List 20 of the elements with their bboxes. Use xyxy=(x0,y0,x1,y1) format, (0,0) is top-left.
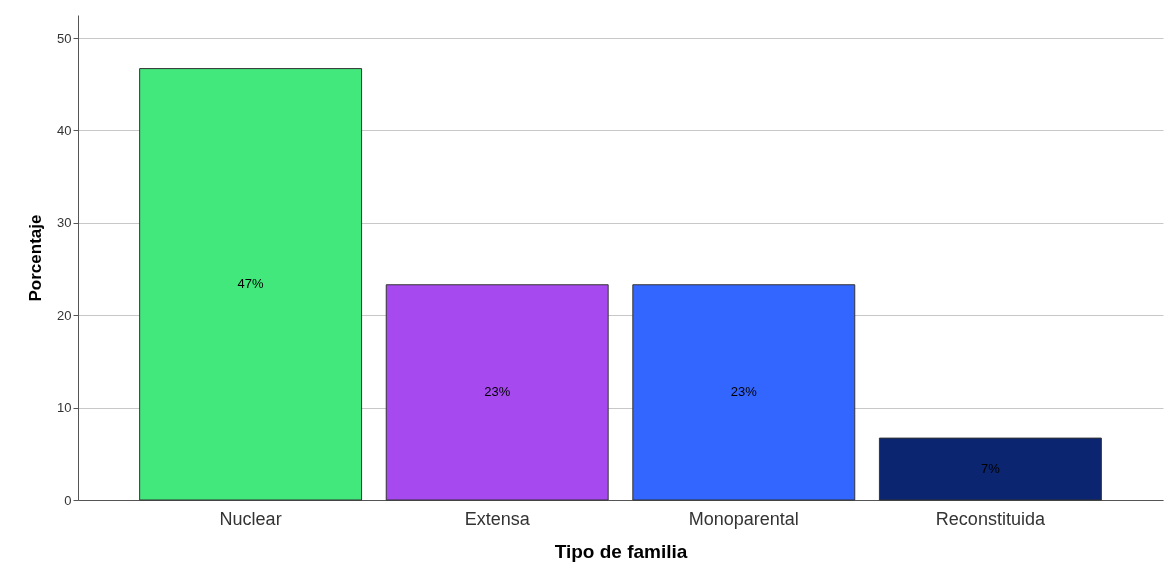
y-tick-label: 40 xyxy=(57,122,72,138)
x-tick-label: Monoparental xyxy=(688,508,799,529)
x-axis-title: Tipo de familia xyxy=(554,540,688,562)
y-tick-label: 30 xyxy=(57,215,72,231)
y-tick-label: 10 xyxy=(57,400,72,416)
data-label: 47% xyxy=(237,276,265,292)
bar xyxy=(139,68,363,501)
y-tick-label: 0 xyxy=(64,492,72,508)
bar xyxy=(385,284,609,501)
data-label: 23% xyxy=(730,384,758,400)
x-tick-label: Extensa xyxy=(464,508,531,529)
data-label: 23% xyxy=(484,384,511,400)
y-axis-title: Porcentaje xyxy=(26,214,46,302)
x-tick-label: Nuclear xyxy=(219,508,282,529)
x-tick-label: Reconstituida xyxy=(935,508,1046,529)
y-tick-label: 50 xyxy=(57,30,72,46)
bar xyxy=(878,437,1102,501)
data-label: 7% xyxy=(980,461,1001,477)
y-tick-label: 20 xyxy=(57,307,72,323)
bar xyxy=(632,284,856,501)
